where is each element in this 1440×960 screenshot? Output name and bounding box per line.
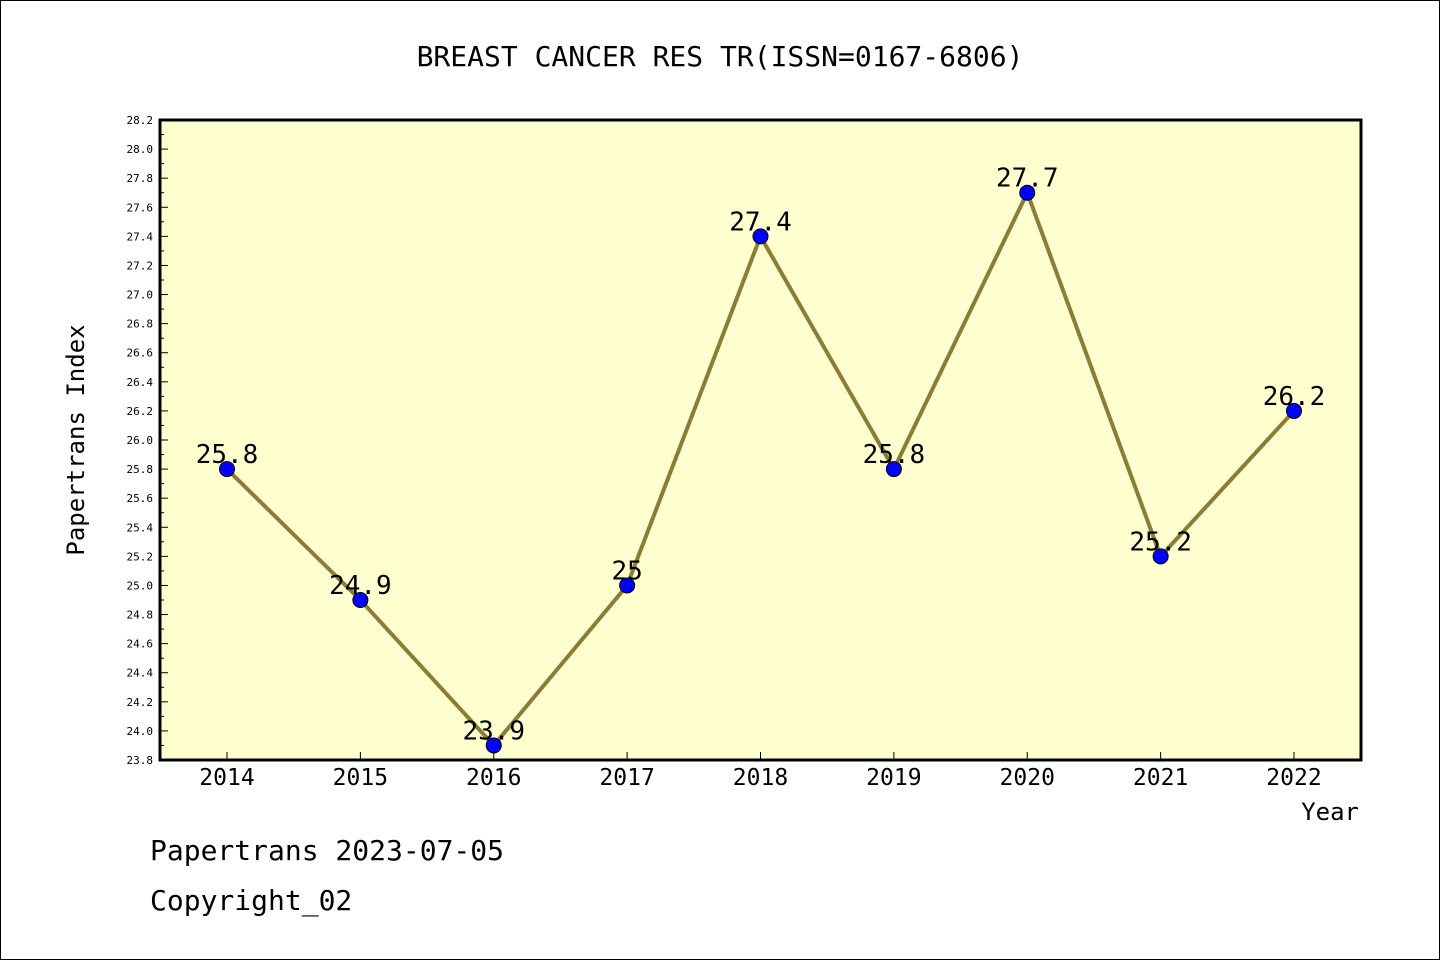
y-tick-label: 24.4 [127,667,154,680]
data-point [485,737,502,754]
y-tick-label: 26.0 [127,434,154,447]
y-tick-label: 24.8 [127,609,154,622]
data-labels: 25.8 24.9 23.9 25 27.4 25.8 27.7 25.2 26.2 [196,164,1326,747]
data-point [1286,402,1302,419]
y-tick-label: 25.2 [127,550,154,563]
x-tick-label: 2016 [466,765,521,791]
x-tick-label: 2021 [1133,765,1188,791]
plot-area [158,118,1363,762]
y-axis: 23.8 24.0 24.2 24.4 24.6 24.8 25.0 25.2 25.4 25.6… [127,114,168,767]
y-tick-label: 27.6 [127,201,154,214]
data-point [219,461,235,478]
y-axis-label: Papertrans Index [62,324,90,555]
x-tick-label: 2018 [733,765,788,791]
data-label: 23.9 [462,716,525,746]
y-tick-label: 25.6 [127,492,154,505]
y-tick-label: 25.8 [127,463,154,476]
x-axis: 2014 2015 2016 2017 2018 2019 2020 2021 2022 [199,752,1322,791]
data-point [1152,548,1169,565]
series-markers [219,184,1302,754]
y-tick-label: 27.2 [127,259,154,272]
y-tick-label: 24.6 [127,638,154,651]
data-point [752,228,769,245]
y-tick-label: 28.0 [127,143,154,156]
y-tick-label: 24.0 [127,725,154,738]
data-label: 27.4 [729,207,792,237]
x-tick-label: 2022 [1266,765,1321,791]
y-tick-label: 27.8 [127,172,154,185]
x-tick-label: 2015 [333,765,388,791]
x-axis-label: Year [1301,798,1359,826]
footer-copyright: Copyright_02 [150,884,353,917]
data-label: 26.2 [1263,382,1326,412]
footer-date: Papertrans 2023-07-05 [150,834,505,867]
y-tick-label: 23.8 [127,754,154,767]
x-tick-label: 2020 [1000,765,1055,791]
y-tick-label: 26.8 [127,318,154,331]
data-point [619,577,636,594]
y-tick-label: 25.4 [127,521,154,534]
y-tick-label: 25.0 [127,579,154,592]
data-label: 24.9 [329,571,392,601]
x-tick-label: 2017 [599,765,654,791]
data-label: 27.7 [996,164,1059,194]
data-label: 25.2 [1129,527,1192,557]
data-label: 25 [611,556,642,586]
x-tick-label: 2019 [866,765,921,791]
data-point [885,461,902,478]
y-tick-label: 28.2 [127,114,154,127]
y-tick-label: 26.4 [127,376,154,389]
y-tick-label: 24.2 [127,696,154,709]
data-label: 25.8 [863,440,926,470]
chart-title: BREAST CANCER RES TR(ISSN=0167-6806) [417,40,1024,73]
y-tick-label: 26.2 [127,405,154,418]
x-tick-label: 2014 [199,765,254,791]
data-point [352,592,369,608]
y-tick-label: 26.6 [127,347,154,360]
data-point [1019,184,1036,201]
y-tick-label: 27.0 [127,289,154,302]
data-label: 25.8 [196,440,259,470]
y-tick-label: 27.4 [127,230,154,243]
